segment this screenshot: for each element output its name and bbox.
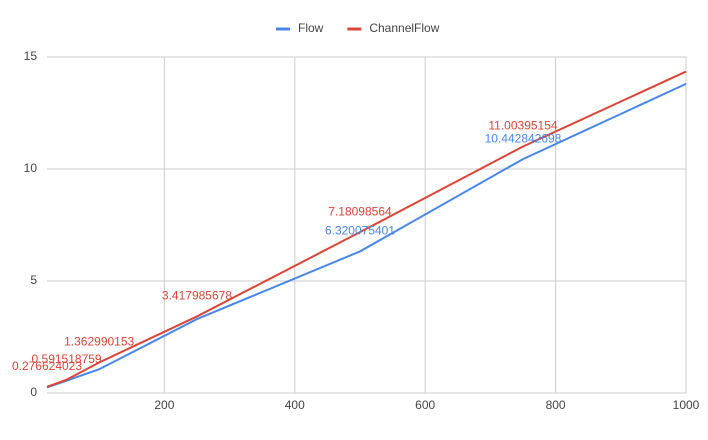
series-line <box>46 70 687 388</box>
data-label: 3.417985678 <box>162 289 232 303</box>
y-tick-label: 10 <box>24 161 38 175</box>
x-tick-label: 1000 <box>673 398 700 412</box>
data-label: 11.00395154 <box>488 119 558 133</box>
data-label: 0.591518759 <box>32 352 102 366</box>
x-tick-label: 600 <box>415 398 435 412</box>
legend-label: Flow <box>298 21 324 35</box>
y-tick-label: 0 <box>30 385 37 399</box>
data-label: 0.276624023 <box>12 359 82 373</box>
data-label: 1.362990153 <box>64 335 134 349</box>
x-tick-label: 400 <box>285 398 305 412</box>
x-tick-label: 800 <box>546 398 566 412</box>
y-tick-label: 5 <box>30 273 37 287</box>
x-tick-label: 200 <box>154 398 174 412</box>
data-label: 10.442842698 <box>485 131 562 145</box>
y-tick-label: 15 <box>24 49 38 63</box>
data-label: 7.18098564 <box>328 204 392 218</box>
data-label: 6.320075401 <box>325 224 395 238</box>
legend-label: ChannelFlow <box>369 21 439 35</box>
